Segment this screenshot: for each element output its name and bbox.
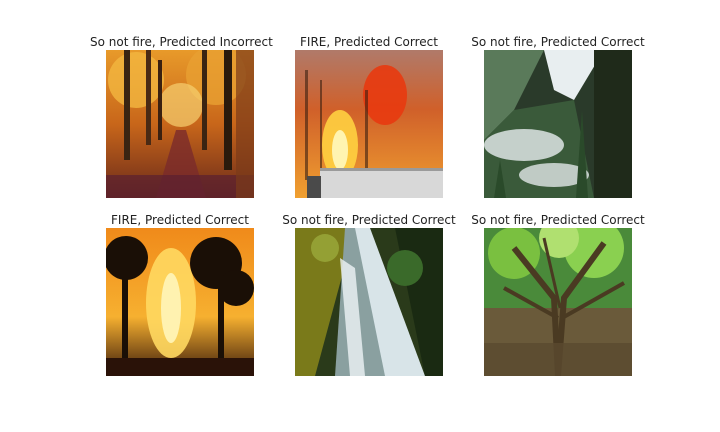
panel-caption: So not fire, Predicted Correct — [282, 213, 456, 227]
misty-mountain-forest-image — [484, 50, 632, 198]
waterfall-image — [295, 228, 443, 376]
forest-fire-truck-image — [295, 50, 443, 198]
tree-canopy-image — [484, 228, 632, 376]
forest-fire-silhouettes-image — [106, 228, 254, 376]
panel-caption: So not fire, Predicted Incorrect — [90, 35, 273, 49]
panel-caption: So not fire, Predicted Correct — [471, 213, 645, 227]
autumn-forest-path-image — [106, 50, 254, 198]
panel-caption: So not fire, Predicted Correct — [471, 35, 645, 49]
panel-caption: FIRE, Predicted Correct — [111, 213, 249, 227]
panel-caption: FIRE, Predicted Correct — [300, 35, 438, 49]
